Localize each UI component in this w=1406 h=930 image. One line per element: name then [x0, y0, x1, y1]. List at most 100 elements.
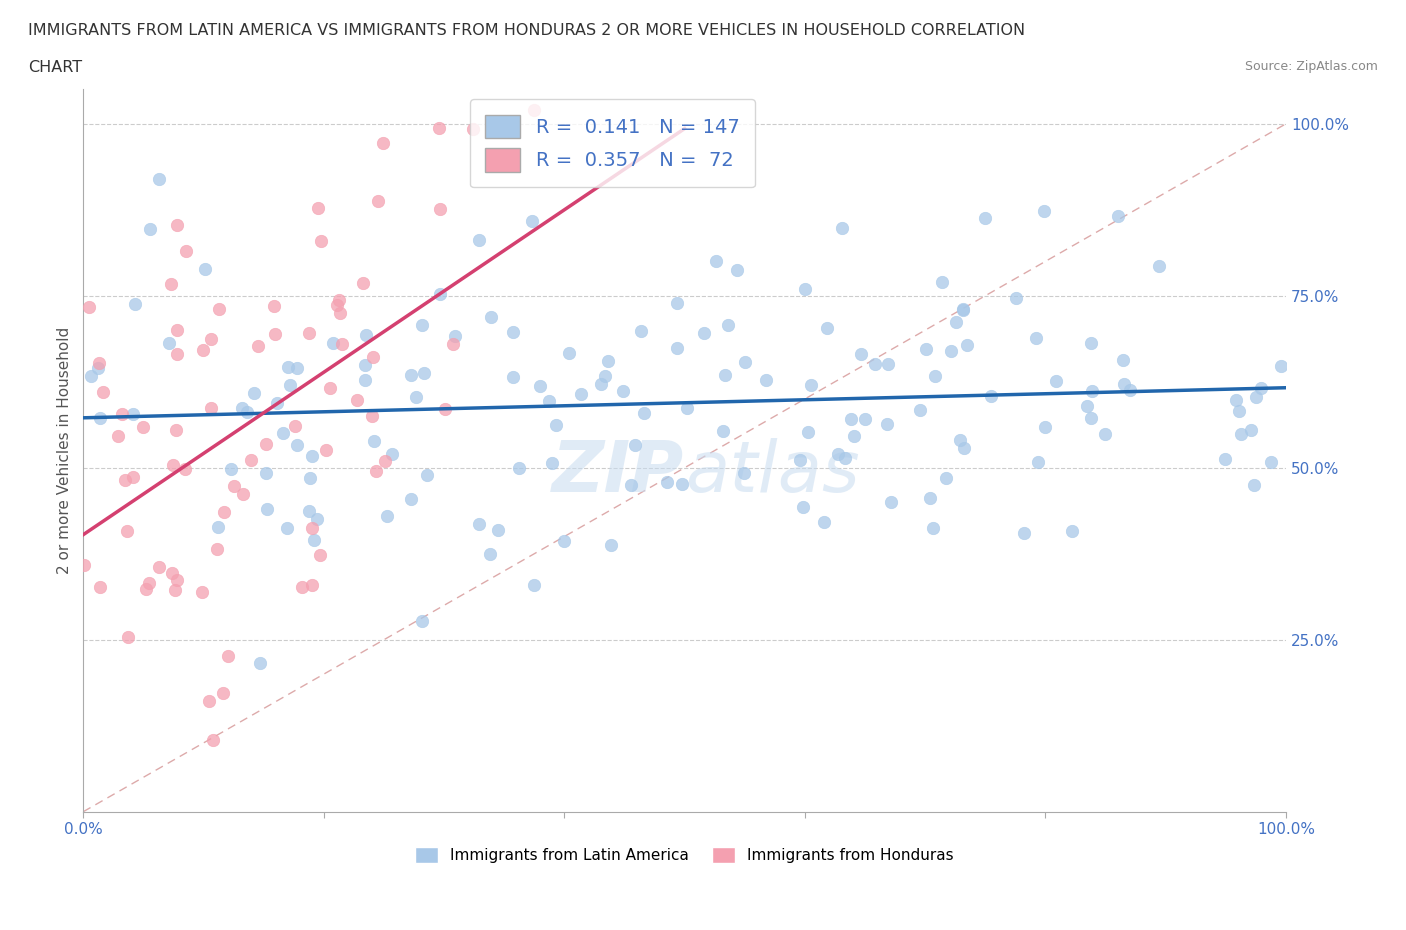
Text: ZIP: ZIP [553, 438, 685, 507]
Point [1076, 399, 1098, 414]
Point [796, 425, 818, 440]
Point [367, 193, 389, 208]
Point [159, 276, 181, 291]
Point [1060, 524, 1083, 538]
Point [328, 293, 350, 308]
Point [877, 357, 900, 372]
Point [205, 541, 228, 556]
Point [278, 378, 301, 392]
Point [254, 466, 277, 481]
Point [755, 372, 778, 387]
Text: Source: ZipAtlas.com: Source: ZipAtlas.com [1244, 60, 1378, 73]
Point [371, 135, 394, 150]
Point [139, 222, 162, 237]
Point [346, 392, 368, 407]
Point [1012, 525, 1035, 540]
Point [813, 515, 835, 530]
Point [711, 424, 734, 439]
Point [1227, 403, 1250, 418]
Point [399, 492, 422, 507]
Point [714, 368, 737, 383]
Point [569, 386, 592, 401]
Point [922, 521, 945, 536]
Point [589, 376, 612, 391]
Point [411, 318, 433, 333]
Point [73, 557, 96, 572]
Point [309, 233, 332, 248]
Point [1080, 336, 1102, 351]
Point [191, 343, 214, 358]
Point [558, 346, 581, 361]
Point [973, 210, 995, 225]
Point [239, 452, 262, 467]
Point [201, 733, 224, 748]
Point [427, 121, 450, 136]
Point [166, 572, 188, 587]
Point [194, 261, 217, 276]
Point [655, 474, 678, 489]
Point [246, 339, 269, 353]
Point [277, 359, 299, 374]
Point [1147, 259, 1170, 273]
Point [89, 579, 111, 594]
Point [952, 303, 974, 318]
Point [176, 244, 198, 259]
Point [214, 504, 236, 519]
Point [441, 337, 464, 352]
Point [319, 380, 342, 395]
Point [301, 520, 323, 535]
Point [953, 441, 976, 456]
Point [326, 298, 349, 312]
Point [298, 504, 321, 519]
Point [285, 360, 308, 375]
Point [285, 438, 308, 453]
Point [479, 310, 502, 325]
Point [236, 405, 259, 419]
Y-axis label: 2 or more Vehicles in Household: 2 or more Vehicles in Household [58, 327, 72, 574]
Point [148, 172, 170, 187]
Point [468, 232, 491, 247]
Point [256, 501, 278, 516]
Point [553, 534, 575, 549]
Point [124, 296, 146, 311]
Point [107, 429, 129, 444]
Point [299, 471, 322, 485]
Point [620, 477, 643, 492]
Point [284, 418, 307, 433]
Text: IMMIGRANTS FROM LATIN AMERICA VS IMMIGRANTS FROM HONDURAS 2 OR MORE VEHICLES IN : IMMIGRANTS FROM LATIN AMERICA VS IMMIGRA… [28, 23, 1025, 38]
Point [815, 321, 838, 336]
Point [166, 347, 188, 362]
Point [945, 315, 967, 330]
Text: CHART: CHART [28, 60, 82, 75]
Point [671, 476, 693, 491]
Point [222, 479, 245, 494]
Point [301, 578, 323, 592]
Point [413, 365, 436, 380]
Point [89, 356, 111, 371]
Point [676, 401, 699, 416]
Point [1213, 451, 1236, 466]
Point [599, 538, 621, 552]
Point [849, 346, 872, 361]
Point [266, 395, 288, 410]
Point [612, 384, 634, 399]
Point [665, 296, 688, 311]
Point [1108, 208, 1130, 223]
Point [221, 461, 243, 476]
Point [361, 350, 384, 365]
Point [1004, 290, 1026, 305]
Point [692, 326, 714, 340]
Point [1025, 331, 1047, 346]
Point [291, 579, 314, 594]
Point [114, 472, 136, 487]
Point [377, 509, 399, 524]
Point [956, 338, 979, 352]
Point [1119, 382, 1142, 397]
Point [834, 450, 856, 465]
Point [91, 385, 114, 400]
Point [1033, 204, 1056, 219]
Point [117, 630, 139, 644]
Point [789, 453, 811, 468]
Point [87, 360, 110, 375]
Point [301, 448, 323, 463]
